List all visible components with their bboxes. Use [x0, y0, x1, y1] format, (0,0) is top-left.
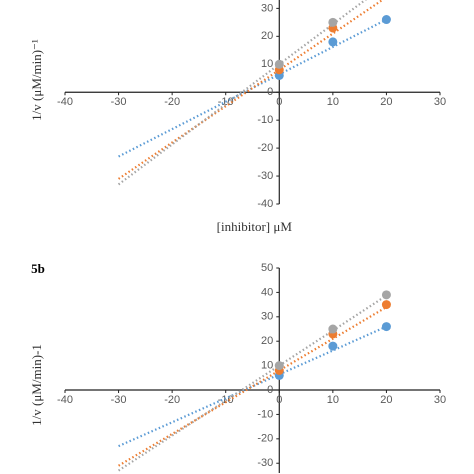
x-tick-label: 20 [380, 394, 392, 406]
data-point [381, 322, 391, 332]
x-tick-label: 10 [327, 96, 339, 108]
x-tick-label: 0 [276, 96, 282, 108]
data-point [381, 290, 391, 300]
trendline [118, 306, 387, 467]
y-tick-label: -20 [257, 142, 273, 154]
x-tick-label: -30 [111, 96, 127, 108]
data-point [274, 361, 284, 371]
y-tick-label: -40 [257, 198, 273, 210]
y-tick-label: -30 [257, 457, 273, 469]
x-tick-label: -40 [57, 96, 73, 108]
x-tick-label: 10 [327, 394, 339, 406]
y-tick-label: -10 [257, 408, 273, 420]
y-tick-label: 0 [267, 86, 273, 98]
y-tick-label: 10 [261, 360, 273, 372]
data-point [328, 37, 338, 47]
y-tick-label: 10 [261, 58, 273, 70]
trendline [117, 294, 388, 472]
x-tick-label: -20 [164, 96, 180, 108]
x-tick-label: 0 [276, 394, 282, 406]
plot-area [117, 290, 391, 472]
trendline [118, 325, 387, 448]
y-tick-label: 30 [261, 2, 273, 14]
y-tick-label: 30 [261, 311, 273, 323]
x-tick-label: -40 [57, 394, 73, 406]
data-point [328, 324, 338, 334]
y-tick-label: 40 [261, 286, 273, 298]
x-tick-label: -30 [111, 394, 127, 406]
plot-area [117, 0, 391, 186]
y-tick-label: 20 [261, 30, 273, 42]
y-tick-label: -20 [257, 433, 273, 445]
y-tick-label: -10 [257, 114, 273, 126]
x-tick-label: 30 [434, 394, 446, 406]
chart-title: 5b [31, 261, 45, 276]
y-tick-label: 0 [267, 384, 273, 396]
data-point [328, 17, 338, 27]
trendline [118, 18, 387, 158]
trendline [117, 0, 385, 180]
data-point [274, 59, 284, 69]
y-tick-label: -30 [257, 170, 273, 182]
x-tick-label: 20 [380, 96, 392, 108]
x-tick-label: -20 [164, 394, 180, 406]
data-point [381, 300, 391, 310]
x-axis-label: [inhibitor] μM [217, 219, 293, 234]
data-point [328, 341, 338, 351]
y-axis-label: 1/v (μM/min)⁻¹ [29, 39, 44, 121]
y-axis-label: 1/v (μM/min)-1 [29, 344, 44, 426]
x-tick-label: 30 [434, 96, 446, 108]
y-tick-label: 50 [261, 262, 273, 274]
y-tick-label: 20 [261, 335, 273, 347]
data-point [381, 15, 391, 25]
